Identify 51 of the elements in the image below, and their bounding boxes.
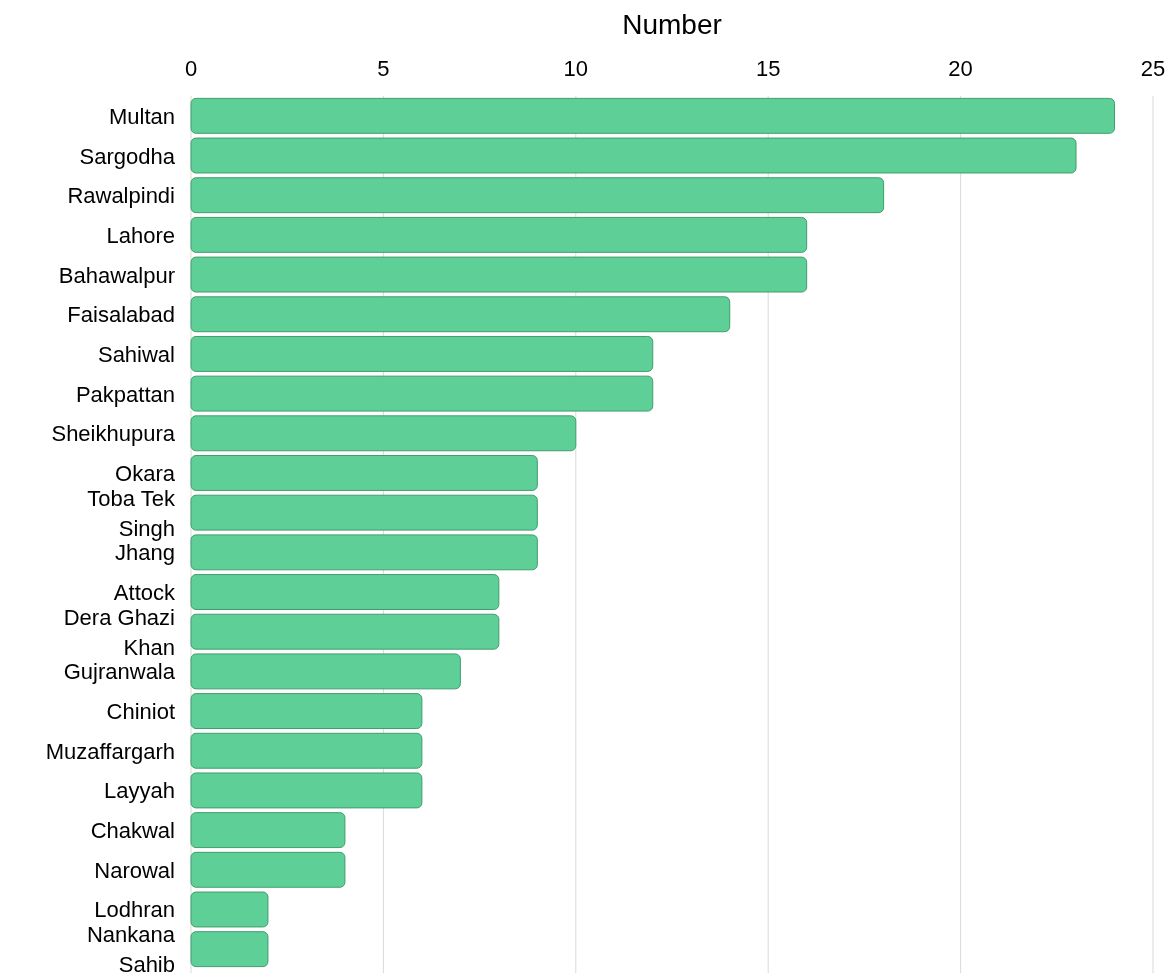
bar bbox=[190, 256, 808, 293]
bar bbox=[190, 732, 423, 769]
bar bbox=[190, 693, 423, 730]
y-tick-label: Chiniot bbox=[106, 699, 175, 725]
y-tick-label: Rawalpindi bbox=[67, 183, 175, 209]
y-tick-label: Narowal bbox=[94, 857, 175, 883]
x-tick-label: 0 bbox=[184, 56, 198, 81]
y-tick-label: Lahore bbox=[106, 222, 175, 248]
y-tick-label: Bahawalpur bbox=[58, 262, 175, 288]
y-tick-label: Lodhran bbox=[94, 897, 175, 923]
bar bbox=[190, 177, 885, 214]
bar bbox=[190, 613, 500, 650]
y-tick-label: Attock bbox=[113, 580, 176, 606]
bar bbox=[190, 296, 731, 333]
x-tick-label: 5 bbox=[377, 56, 390, 81]
bar bbox=[190, 375, 654, 412]
bar bbox=[190, 812, 346, 849]
y-tick-label: Nankana Sahib bbox=[86, 922, 176, 975]
y-tick-label: Sargodha bbox=[79, 143, 176, 169]
x-tick-label: 15 bbox=[755, 56, 781, 81]
bar bbox=[190, 415, 577, 452]
bar bbox=[190, 653, 461, 690]
bar bbox=[190, 574, 500, 610]
x-axis-title: Number bbox=[622, 9, 722, 40]
y-tick-label: Faisalabad bbox=[67, 302, 175, 328]
bar bbox=[190, 772, 423, 809]
y-tick-label: Multan bbox=[108, 103, 175, 129]
bar bbox=[190, 455, 538, 491]
bar bbox=[190, 931, 269, 968]
y-tick-label: Jhang bbox=[115, 540, 175, 566]
y-tick-label: Layyah bbox=[104, 778, 175, 804]
bar bbox=[190, 891, 269, 928]
bar bbox=[190, 216, 808, 253]
bar bbox=[190, 137, 1077, 174]
x-tick-label: 25 bbox=[1140, 56, 1166, 81]
y-tick-label: Sahiwal bbox=[97, 341, 175, 367]
x-tick-label: 10 bbox=[563, 56, 589, 81]
bar bbox=[190, 494, 538, 531]
y-tick-label: Okara bbox=[115, 460, 176, 486]
y-tick-label: Sheikhupura bbox=[51, 421, 176, 447]
y-tick-label: Dera Ghazi Khan bbox=[63, 604, 175, 660]
x-tick-label: 20 bbox=[948, 56, 973, 81]
bar bbox=[190, 335, 654, 372]
bar bbox=[190, 851, 346, 888]
y-tick-label: Toba Tek Singh bbox=[87, 485, 176, 541]
y-tick-label: Muzaffargarh bbox=[45, 738, 175, 764]
y-tick-label: Chakwal bbox=[90, 818, 175, 844]
y-tick-label: Gujranwala bbox=[63, 659, 176, 685]
y-tick-label: Pakpattan bbox=[75, 381, 175, 407]
bar bbox=[190, 534, 538, 571]
bar bbox=[190, 97, 1116, 134]
